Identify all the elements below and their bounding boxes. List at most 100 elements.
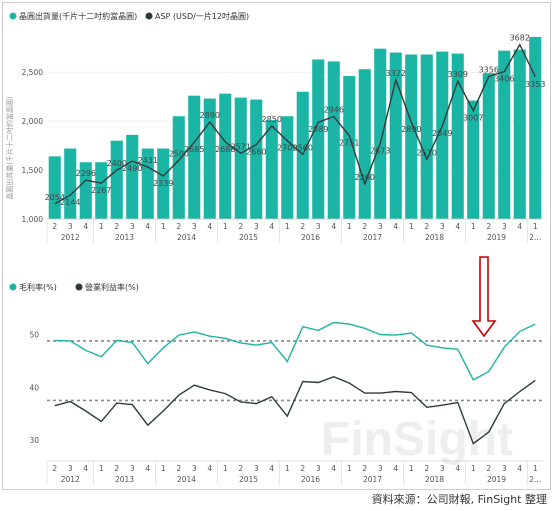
bottom-x-tick-label: 1: [223, 464, 228, 473]
asp-data-label: 3682: [510, 34, 530, 43]
shipment-bar: [296, 91, 309, 219]
legend-marker-gross: [9, 283, 17, 291]
top-x-tick-label: 3: [68, 222, 73, 231]
asp-data-label: 2431: [138, 156, 158, 165]
source-caption: 資料來源：公司財報, FinSight 整理: [371, 493, 547, 506]
bottom-year-label: 2018: [425, 475, 444, 484]
shipment-bar: [529, 36, 542, 220]
shipment-bar: [498, 50, 511, 220]
top-x-tick-label: 2: [300, 222, 305, 231]
shipment-bar: [405, 54, 418, 220]
bottom-x-tick-label: 1: [347, 464, 352, 473]
chart-frame: 晶圓出貨量(千片十二吋約當晶圓) ASP (USD/一片12吋晶圓) 晶圓出貨量…: [2, 2, 551, 490]
bottom-y-tick-label: 30: [29, 436, 39, 445]
top-x-tick-label: 4: [145, 222, 150, 231]
top-x-tick-label: 4: [83, 222, 88, 231]
bottom-x-tick-label: 3: [378, 464, 383, 473]
asp-data-label: 3356: [479, 65, 499, 74]
bottom-x-tick-label: 4: [207, 464, 212, 473]
top-x-tick-label: 1: [223, 222, 228, 231]
shipment-bar: [374, 48, 387, 219]
asp-series-line: [54, 43, 536, 205]
asp-data-label: 2054: [45, 193, 65, 202]
shipment-bar: [234, 97, 247, 219]
bottom-x-tick-label: 4: [145, 464, 150, 473]
shipment-bar: [281, 116, 294, 219]
top-x-tick-label: 3: [316, 222, 321, 231]
shipment-bar: [126, 134, 139, 219]
top-x-tick-label: 3: [502, 222, 507, 231]
gross-margin-line: [54, 321, 536, 381]
bottom-x-tick-label: 2: [300, 464, 305, 473]
asp-data-label: 2510: [417, 148, 437, 157]
bottom-x-tick-label: 3: [254, 464, 259, 473]
bottom-x-tick-label: 1: [99, 464, 104, 473]
asp-data-label: 2267: [91, 186, 111, 195]
top-y-tick-label: 1,000: [22, 215, 44, 224]
shipment-bar: [482, 73, 495, 219]
watermark: FinSight: [321, 413, 513, 466]
top-x-tick-label: 2: [176, 222, 181, 231]
bottom-x-tick-label: 4: [455, 464, 460, 473]
bottom-x-tick-label: 3: [130, 464, 135, 473]
shipment-bar: [188, 95, 201, 219]
chart-canvas: 晶圓出貨量(千片十二吋約當晶圓) ASP (USD/一片12吋晶圓) 晶圓出貨量…: [5, 11, 546, 485]
asp-data-label: 2560: [293, 143, 313, 152]
top-x-tick-label: 4: [517, 222, 522, 231]
bottom-x-tick-label: 2: [424, 464, 429, 473]
shipment-bar: [64, 148, 77, 219]
bottom-y-tick-label: 40: [29, 383, 39, 392]
top-x-tick-label: 1: [285, 222, 290, 231]
top-x-tick-label: 1: [533, 222, 538, 231]
legend-marker-shipments: [9, 12, 17, 20]
asp-data-label: 2339: [153, 179, 173, 188]
asp-data-label: 3406: [494, 75, 514, 84]
bottom-year-label: 2016: [301, 475, 320, 484]
top-x-tick-label: 4: [393, 222, 398, 231]
bottom-x-tick-label: 3: [316, 464, 321, 473]
bottom-x-tick-label: 3: [440, 464, 445, 473]
top-x-tick-label: 2: [486, 222, 491, 231]
asp-data-label: 2144: [60, 198, 80, 207]
bottom-x-axis: 2 3 4 1 2 3 4 1 2 3 4 1 2 3 4 1 2 3 4 1 2 3 4 1 2 3 4 1 2 3 4 1 2012 2013…: [46, 460, 543, 485]
asp-data-label: 2850: [262, 115, 282, 124]
shipment-bar: [343, 76, 356, 219]
asp-data-label: 2673: [370, 146, 390, 155]
top-year-label: 2016: [301, 233, 320, 242]
annotation-arrow: [471, 256, 497, 338]
margin-lines: [54, 321, 536, 445]
bottom-x-tick-label: 4: [269, 464, 274, 473]
bottom-x-tick-label: 2: [114, 464, 119, 473]
bottom-x-tick-label: 2: [176, 464, 181, 473]
bottom-x-tick-label: 2: [238, 464, 243, 473]
bottom-legend: 毛利率(%) 營業利益率(%): [9, 282, 139, 292]
shipment-bar: [358, 69, 371, 219]
bottom-year-label: 2017: [363, 475, 382, 484]
asp-data-label: 2890: [200, 111, 220, 120]
bottom-x-tick-label: 3: [192, 464, 197, 473]
top-x-tick-label: 1: [347, 222, 352, 231]
asp-data-label: 2890: [401, 125, 421, 134]
bottom-x-tick-label: 3: [502, 464, 507, 473]
bottom-x-tick-label: 3: [68, 464, 73, 473]
asp-data-label: 3322: [386, 69, 406, 78]
legend-marker-asp: [145, 12, 153, 20]
bottom-year-label: 2013: [115, 475, 134, 484]
top-y-tick-label: 2,000: [22, 117, 44, 126]
bottom-year-label: 2015: [239, 475, 258, 484]
bottom-year-label: 2019: [487, 475, 506, 484]
bottom-year-label: 2012: [61, 475, 80, 484]
top-year-label: 2018: [425, 233, 444, 242]
legend-label-shipments: 晶圓出貨量(千片十二吋約當晶圓): [19, 11, 137, 21]
top-x-tick-label: 3: [440, 222, 445, 231]
top-x-tick-label: 3: [254, 222, 259, 231]
top-x-tick-label: 3: [130, 222, 135, 231]
bottom-x-tick-label: 1: [285, 464, 290, 473]
shipment-bar: [312, 59, 325, 219]
asp-data-label: 2490: [122, 164, 142, 173]
asp-data-label: 3309: [448, 70, 468, 79]
top-x-axis: 2 3 4 1 2 3 4 1 2 3 4 1 2 3 4 1 2 3 4 1 2 3 4 1 2 3 4 1 2 3 4 1 2012 2013…: [46, 218, 543, 243]
top-legend: 晶圓出貨量(千片十二吋約當晶圓) ASP (USD/一片12吋晶圓): [9, 11, 249, 21]
shipment-bar: [48, 156, 61, 219]
